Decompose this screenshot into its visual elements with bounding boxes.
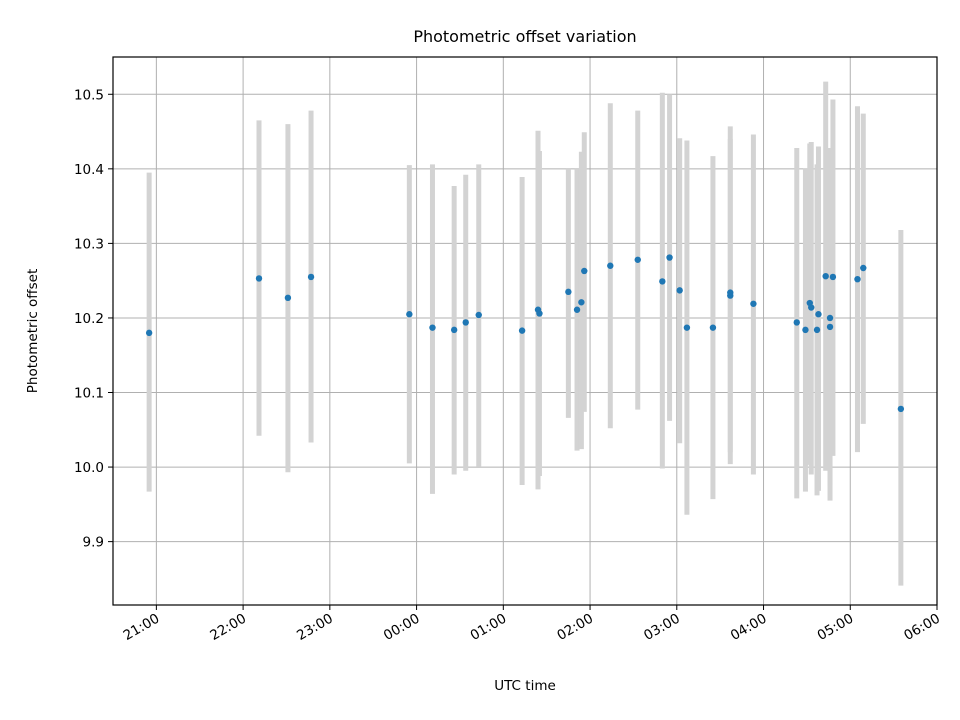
x-tick-label: 03:00: [641, 611, 683, 644]
y-axis-ticks: 9.9 10.0 10.1 10.2 10.3 10.4 10.5: [74, 87, 113, 551]
y-tick-label: 10.3: [74, 236, 104, 252]
chart-title: Photometric offset variation: [413, 27, 636, 46]
error-bars: [146, 81, 904, 586]
data-points: [145, 254, 905, 413]
x-tick-label: 05:00: [815, 611, 857, 644]
data-point: [750, 300, 757, 307]
data-point: [536, 310, 543, 317]
y-tick-label: 10.0: [74, 460, 104, 476]
x-tick-label: 23:00: [294, 611, 336, 644]
data-point: [897, 405, 905, 413]
data-point: [854, 275, 861, 283]
data-point: [813, 326, 821, 334]
data-point: [284, 294, 292, 302]
data-point: [450, 326, 458, 334]
x-tick-label: 21:00: [121, 611, 163, 644]
data-point: [683, 324, 691, 331]
data-point: [429, 324, 436, 331]
x-tick-label: 01:00: [468, 611, 510, 644]
data-point: [255, 275, 263, 282]
y-tick-label: 10.2: [74, 311, 104, 327]
data-point: [565, 288, 572, 296]
grid-lines: [113, 57, 938, 605]
data-point: [406, 311, 413, 318]
data-point: [829, 273, 837, 281]
data-point: [607, 262, 614, 269]
data-point: [578, 299, 585, 306]
data-point: [659, 278, 666, 285]
data-point: [826, 314, 834, 322]
data-point: [462, 319, 469, 326]
data-point: [307, 273, 315, 281]
data-point: [802, 326, 809, 334]
data-point: [581, 267, 588, 275]
plot-frame: [112, 56, 938, 606]
y-tick-label: 9.9: [83, 535, 104, 551]
data-point: [808, 304, 815, 311]
x-tick-label: 00:00: [381, 611, 423, 644]
data-point: [709, 324, 717, 331]
data-point: [727, 289, 734, 296]
data-point: [666, 254, 673, 261]
data-point: [815, 311, 822, 318]
data-point: [793, 319, 800, 326]
data-point: [145, 329, 153, 337]
y-axis-label: Photometric offset: [25, 269, 41, 393]
x-tick-label: 02:00: [554, 611, 596, 644]
data-point: [518, 327, 526, 334]
data-point: [573, 306, 581, 313]
data-point: [634, 256, 641, 263]
x-axis-ticks: 21:00 22:00 23:00 00:00 01:00 02:00 03:00 04:00…: [121, 605, 943, 644]
x-tick-label: 04:00: [728, 611, 770, 644]
data-point: [860, 264, 867, 272]
data-point: [475, 311, 482, 319]
data-point: [826, 323, 834, 331]
x-tick-label: 06:00: [901, 611, 943, 644]
x-axis-label: UTC time: [494, 678, 556, 694]
y-tick-label: 10.1: [74, 386, 104, 402]
y-tick-label: 10.5: [74, 87, 104, 103]
data-point: [676, 287, 683, 294]
data-point: [822, 273, 829, 280]
y-tick-label: 10.4: [74, 162, 104, 178]
x-tick-label: 22:00: [207, 611, 249, 644]
